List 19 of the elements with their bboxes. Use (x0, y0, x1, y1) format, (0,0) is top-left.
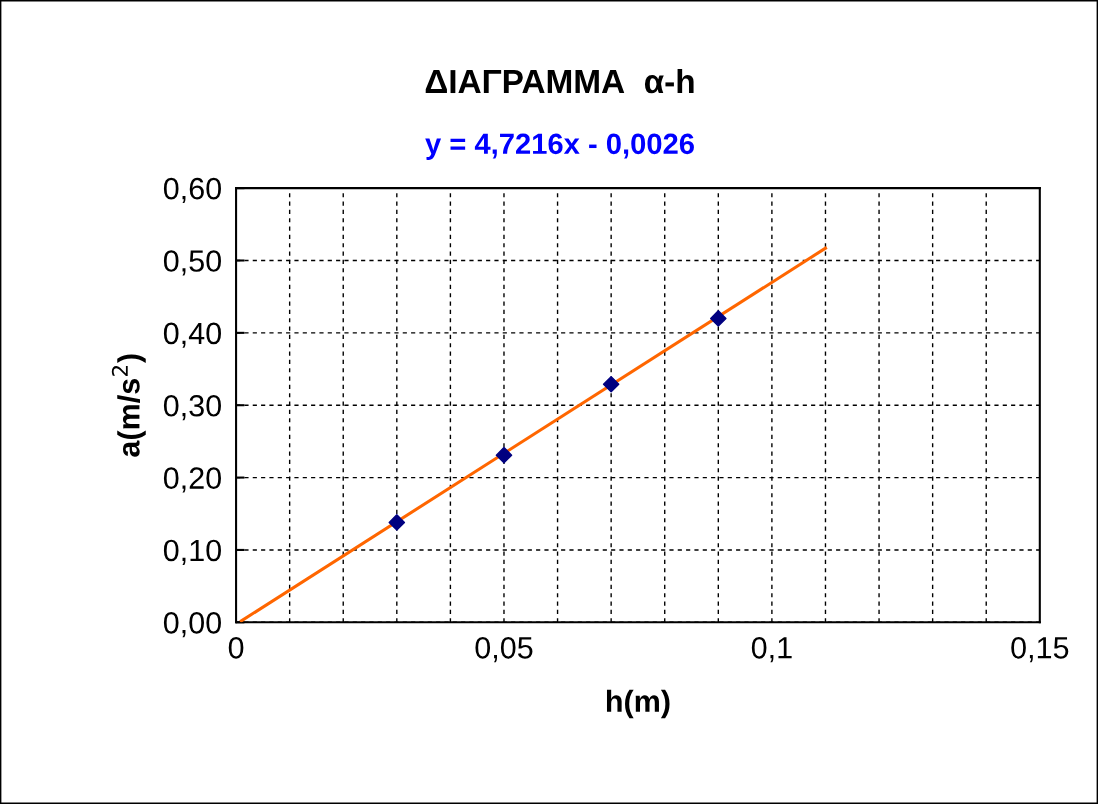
point (710, 310, 727, 327)
y-tick-label: 0,50 (163, 250, 221, 276)
y-tick-label: 0,40 (163, 322, 221, 348)
x-tick-label: 0,15 (1011, 636, 1069, 663)
point (495, 446, 513, 464)
x-tick-label: 0,1 (751, 636, 792, 663)
y-tick-label: 0,00 (163, 612, 221, 638)
y-tick-label: 0,10 (163, 539, 221, 565)
chart-subtitle: y = 4,7216x - 0,0026 (425, 133, 694, 160)
chart-title: ΔΙΑΓΡΑΜΜΑ α-h (425, 68, 694, 94)
x-tick-label: 0 (228, 636, 244, 659)
point (388, 514, 406, 531)
x-axis-title: h(m) (606, 689, 670, 719)
point (602, 375, 620, 393)
y-tick-label: 0,20 (163, 467, 221, 493)
x-tick-label: 0,05 (475, 636, 533, 663)
y-axis-title: a(m/s$^{2}$) (111, 354, 146, 457)
y-tick-label: 0,60 (163, 177, 221, 204)
y-tick-label: 0,30 (163, 394, 221, 421)
